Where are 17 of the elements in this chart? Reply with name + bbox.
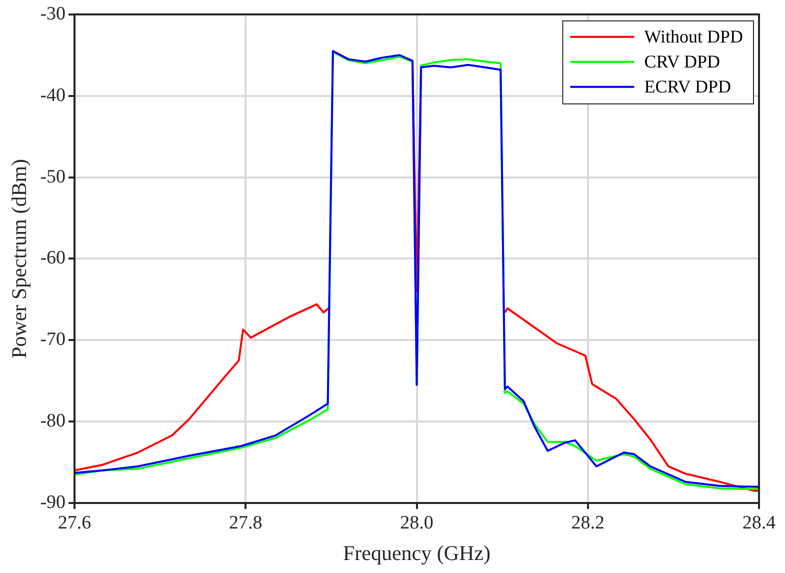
x-axis-title: Frequency (GHz) <box>343 540 491 565</box>
x-tick-label: 28.2 <box>571 512 605 534</box>
y-tick-label: -50 <box>40 166 66 188</box>
x-tick-label: 27.6 <box>58 512 92 534</box>
y-axis-title: Power Spectrum (dBm) <box>7 158 32 358</box>
x-tick-label: 27.8 <box>229 512 262 534</box>
legend-label: Without DPD <box>644 26 743 47</box>
legend-label: CRV DPD <box>644 52 720 72</box>
y-tick-label: -30 <box>40 3 66 24</box>
x-tick-label: 28.0 <box>400 512 434 534</box>
y-tick-label: -90 <box>40 492 66 513</box>
y-tick-label: -60 <box>40 248 66 269</box>
y-tick-label: -80 <box>40 410 66 432</box>
y-tick-label: -70 <box>40 329 66 350</box>
y-tick-label: -40 <box>40 84 66 106</box>
legend-label: ECRV DPD <box>644 76 731 97</box>
x-tick-label: 28.4 <box>742 512 776 534</box>
